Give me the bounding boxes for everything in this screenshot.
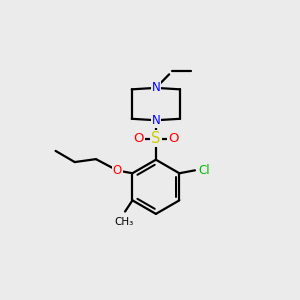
Text: O: O <box>112 164 122 177</box>
Text: O: O <box>133 132 143 145</box>
Text: O: O <box>168 132 179 145</box>
Text: N: N <box>152 81 160 94</box>
Text: N: N <box>152 114 160 127</box>
Text: Cl: Cl <box>198 164 210 177</box>
Text: S: S <box>151 131 160 146</box>
Text: CH₃: CH₃ <box>114 217 133 226</box>
